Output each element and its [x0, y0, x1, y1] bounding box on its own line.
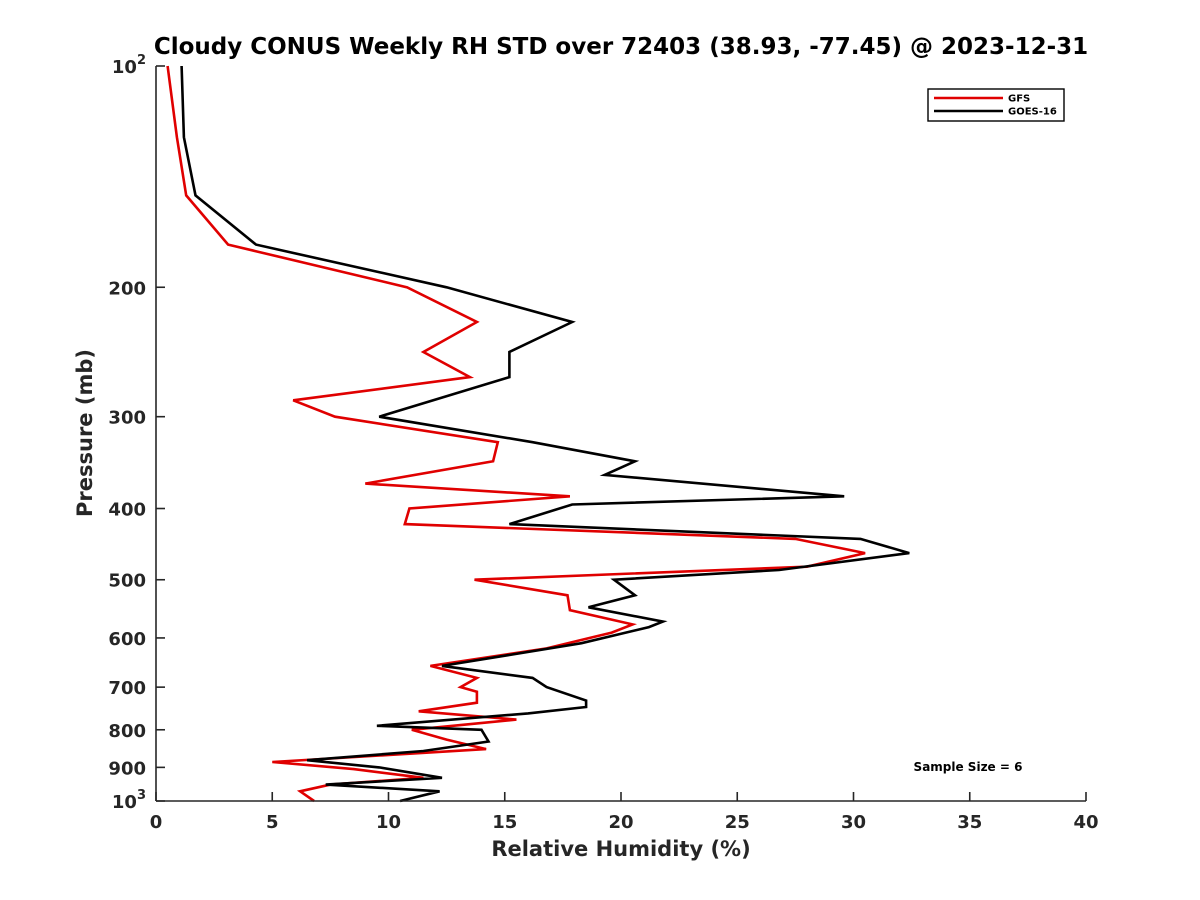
y-tick-label: 900	[108, 758, 146, 779]
x-axis-label: Relative Humidity (%)	[491, 837, 750, 861]
chart-title: Cloudy CONUS Weekly RH STD over 72403 (3…	[154, 34, 1088, 60]
series-line-goes16	[180, 65, 910, 803]
legend-label-gfs: GFS	[1008, 94, 1030, 105]
x-tick-label: 30	[841, 812, 866, 833]
x-tick-label: 5	[266, 812, 279, 833]
x-tick-label: 15	[492, 812, 517, 833]
plot-series	[166, 65, 910, 803]
x-tick-label: 40	[1073, 812, 1098, 833]
x-tick-label: 20	[608, 812, 633, 833]
sample-size-annotation: Sample Size = 6	[914, 760, 1023, 774]
legend-label-goes16: GOES-16	[1008, 107, 1057, 118]
y-tick-label: 600	[108, 629, 146, 650]
x-tick-label: 0	[150, 812, 163, 833]
y-axis-label: Pressure (mb)	[73, 349, 97, 517]
x-tick-label: 25	[725, 812, 750, 833]
x-tick-label: 35	[957, 812, 982, 833]
y-tick-label: 500	[108, 571, 146, 592]
y-tick-label: 400	[108, 500, 146, 521]
y-tick-label: 800	[108, 721, 146, 742]
x-ticks: 0 5 10 15 20 25 30 35 40	[150, 792, 1099, 833]
y-tick-label: 700	[108, 678, 146, 699]
y-tick-label: 300	[108, 408, 146, 429]
legend-box	[927, 88, 1065, 122]
y-tick-label: 103	[112, 788, 146, 813]
y-tick-label: 102	[112, 53, 146, 78]
y-tick-label: 200	[108, 278, 146, 299]
legend: GFS GOES-16	[927, 88, 1065, 122]
series-line-gfs	[166, 65, 866, 803]
y-ticks: 102 200 300 400 500 600 700 800 900 103	[108, 53, 165, 813]
x-tick-label: 10	[376, 812, 401, 833]
